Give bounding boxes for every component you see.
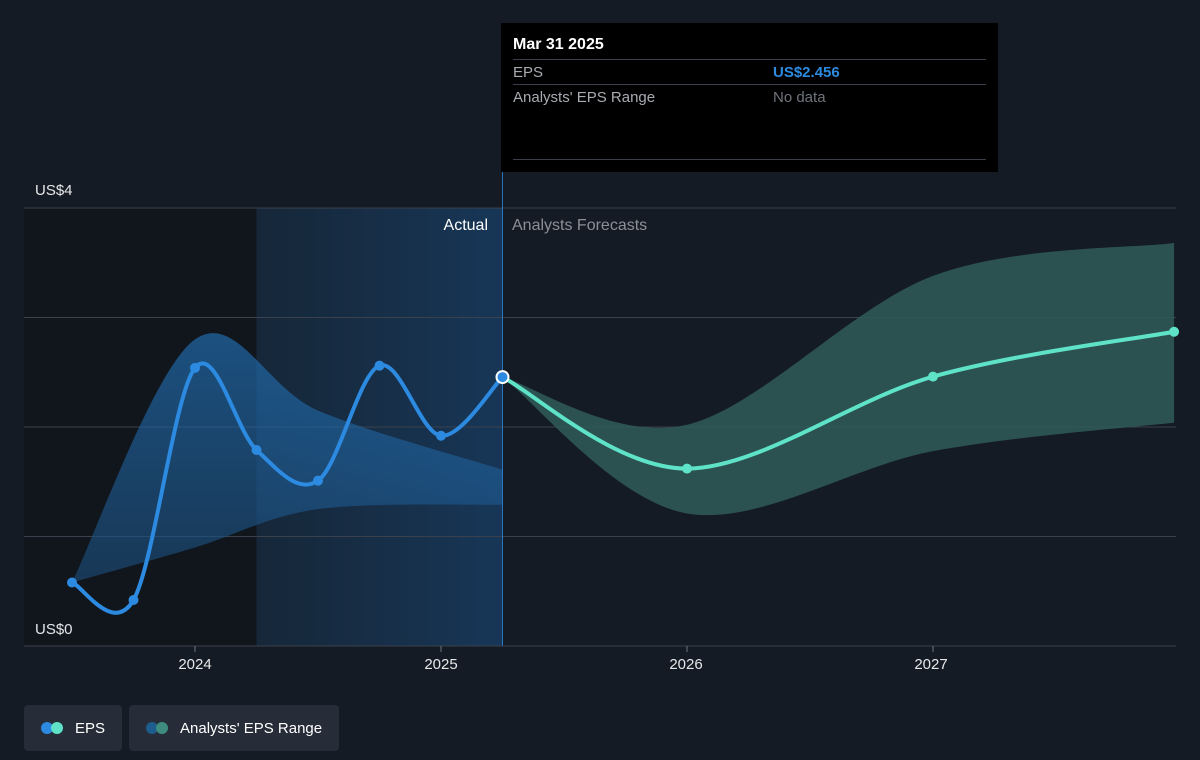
tooltip-range-value: No data bbox=[773, 89, 826, 106]
eps-range-band-actual bbox=[72, 333, 503, 583]
eps-point-actual bbox=[436, 430, 446, 441]
eps-point-actual bbox=[128, 595, 139, 606]
legend-eps-range[interactable]: Analysts' EPS Range bbox=[129, 705, 340, 751]
eps-point-forecast bbox=[1169, 326, 1180, 337]
eps-point-actual bbox=[313, 475, 323, 486]
range-dot-actual bbox=[146, 722, 159, 734]
legend: EPS Analysts' EPS Range bbox=[24, 705, 340, 751]
eps-dot-actual bbox=[41, 722, 53, 734]
y-axis-label-top: US$4 bbox=[35, 182, 73, 199]
x-tick-2024: 2024 bbox=[178, 656, 212, 673]
eps-line-forecast bbox=[500, 329, 1177, 471]
range-dot-forecast bbox=[156, 722, 169, 734]
tooltip-row-range: Analysts' EPS Range No data bbox=[513, 84, 986, 110]
tooltip-date: Mar 31 2025 bbox=[513, 36, 604, 53]
tooltip-divider bbox=[513, 159, 986, 160]
x-tick-2027: 2027 bbox=[914, 656, 948, 673]
x-tick-2026: 2026 bbox=[669, 656, 703, 673]
forecast-region-label: Analysts Forecasts bbox=[512, 217, 648, 234]
legend-eps-label: EPS bbox=[75, 719, 106, 737]
eps-point-forecast bbox=[682, 463, 692, 474]
eps-point-actual bbox=[67, 577, 77, 588]
eps-point-forecast bbox=[928, 371, 938, 382]
y-axis-label-bottom: US$0 bbox=[35, 621, 73, 638]
eps-point-actual bbox=[190, 362, 200, 373]
eps-line-actual bbox=[70, 361, 505, 615]
tooltip-row-eps: EPS US$2.456 bbox=[513, 59, 986, 85]
legend-eps[interactable]: EPS bbox=[24, 705, 123, 751]
x-tick-2025: 2025 bbox=[424, 656, 458, 673]
eps-range-legend-icon bbox=[146, 722, 170, 734]
eps-highlight-point bbox=[495, 370, 510, 385]
eps-range-band-forecast bbox=[502, 243, 1175, 516]
actual-region-label: Actual bbox=[443, 217, 488, 234]
eps-dot-forecast bbox=[51, 722, 63, 734]
eps-point-actual bbox=[374, 360, 385, 371]
tooltip-eps-label: EPS bbox=[513, 64, 544, 81]
tooltip-eps-value: US$2.456 bbox=[773, 64, 840, 81]
tooltip: Mar 31 2025 EPS US$2.456 Analysts' EPS R… bbox=[501, 23, 998, 172]
eps-legend-icon bbox=[41, 722, 65, 734]
tooltip-range-label: Analysts' EPS Range bbox=[513, 89, 656, 106]
eps-point-actual bbox=[251, 444, 262, 455]
legend-eps-range-label: Analysts' EPS Range bbox=[180, 719, 323, 737]
